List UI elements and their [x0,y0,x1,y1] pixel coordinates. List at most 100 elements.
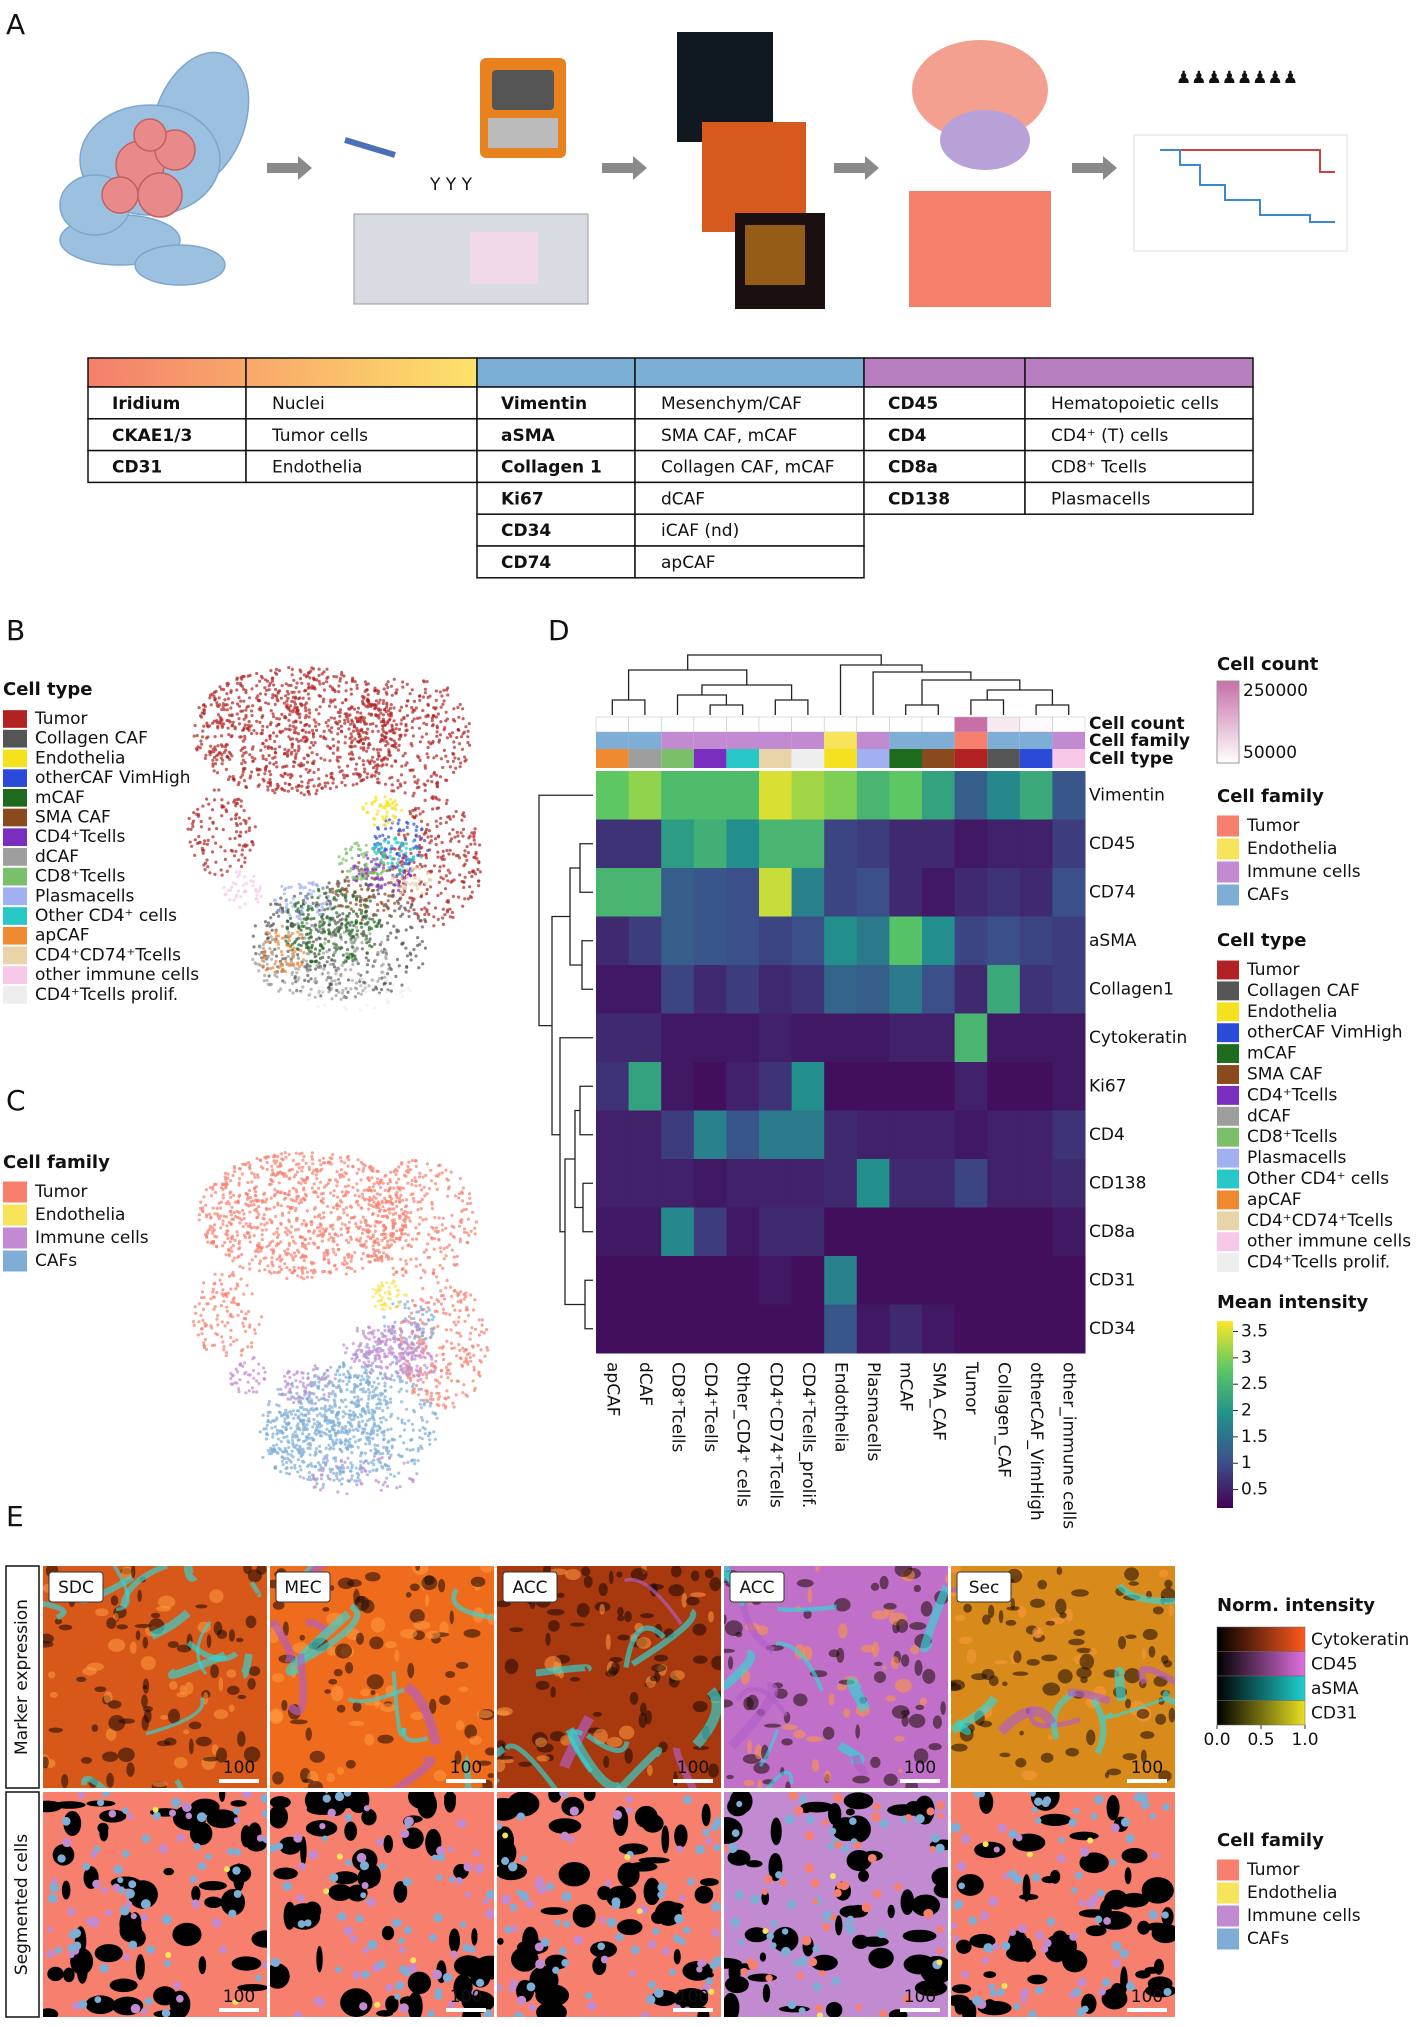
cell-point [373,1443,377,1447]
cell-point [283,1249,287,1253]
cell-point [283,747,287,752]
cell-point [362,980,366,984]
cell-point [359,921,363,926]
cell-point [283,764,287,769]
cell-point [353,680,357,684]
cell-point [269,1196,273,1200]
cell-point [272,715,276,719]
tsne-thumb [909,40,1051,307]
cell-point [260,1233,264,1237]
cell-point [304,1243,308,1247]
cell-point [213,1281,217,1285]
cell-point [354,919,358,923]
cell-point [279,1204,283,1208]
cell-point [322,920,326,925]
cell-point [314,1191,318,1195]
cell-point [331,1239,335,1243]
cell-point [240,677,244,681]
cell-point [354,902,358,907]
cell-point [325,960,329,964]
cell-point [300,960,304,964]
cell-point [378,1185,383,1190]
cell-point [307,1165,311,1169]
cell-point [234,849,238,854]
cell-point [232,1165,236,1169]
cell-point [231,1298,235,1302]
cell-point [399,705,403,709]
cell-point [205,842,209,846]
cell-point [321,700,325,704]
cell-point [202,1295,206,1300]
cell-point [394,837,398,841]
cell-point [325,902,329,906]
cell-point [399,1257,403,1261]
cell-point [199,1200,203,1204]
cell-point [385,1000,390,1005]
cell-point [408,1168,413,1172]
cell-point [257,1241,261,1246]
cell-point [441,916,445,920]
cell-point [434,1174,438,1178]
cell-point [272,762,276,766]
cell-point [464,1356,468,1360]
cell-point [350,945,354,949]
marker-description: SMA CAF, mCAF [661,426,797,446]
cell-point [347,884,351,888]
cell-point [382,699,386,703]
cell-point [213,1305,217,1309]
cell-point [387,818,392,822]
cell-point [279,1267,284,1272]
cell-point [322,1254,326,1258]
cell-point [342,1175,346,1179]
marker-description: CD8⁺ Tcells [1051,458,1147,478]
cell-point [220,1292,224,1296]
cell-point [221,828,225,832]
cell-point [253,1249,257,1253]
cell-point [464,725,468,729]
cell-point [251,1199,255,1203]
cell-point [360,852,364,856]
arrows [267,156,1117,180]
cell-point [414,866,418,870]
cell-point [439,757,443,761]
cell-point [422,1185,426,1189]
cell-point [385,705,389,710]
cell-point [454,1323,458,1327]
cell-point [350,977,354,981]
cell-point [355,729,359,733]
cell-point [382,756,386,760]
cell-point [382,904,386,908]
cell-point [291,991,295,995]
cell-point [366,703,371,707]
cell-point [297,917,301,921]
cell-point [206,838,210,843]
cell-point [196,1333,200,1337]
cell-point [380,1257,384,1261]
cell-point [247,1236,251,1240]
cell-point [388,1186,392,1190]
cell-point [419,1406,423,1410]
cell-point [304,706,308,710]
cell-point [356,1203,360,1207]
cell-point [202,1341,206,1345]
cell-point [273,747,277,751]
cell-point [187,816,191,821]
cell-point [212,769,216,773]
marker-description: Mesenchym/CAF [661,394,802,414]
cell-point [375,1192,379,1196]
cell-point [426,848,430,853]
cell-point [312,784,316,788]
cell-point [291,724,296,729]
cell-point [235,801,239,806]
cell-point [420,907,424,912]
cell-point [370,1197,374,1202]
cell-point [250,1171,254,1175]
cell-point [332,1194,336,1198]
cell-point [444,1168,448,1172]
cell-point [276,690,280,694]
cell-point [429,1168,433,1172]
cell-point [434,795,438,799]
cell-point [402,1428,406,1432]
cell-point [327,718,331,722]
cell-point [421,1286,425,1291]
